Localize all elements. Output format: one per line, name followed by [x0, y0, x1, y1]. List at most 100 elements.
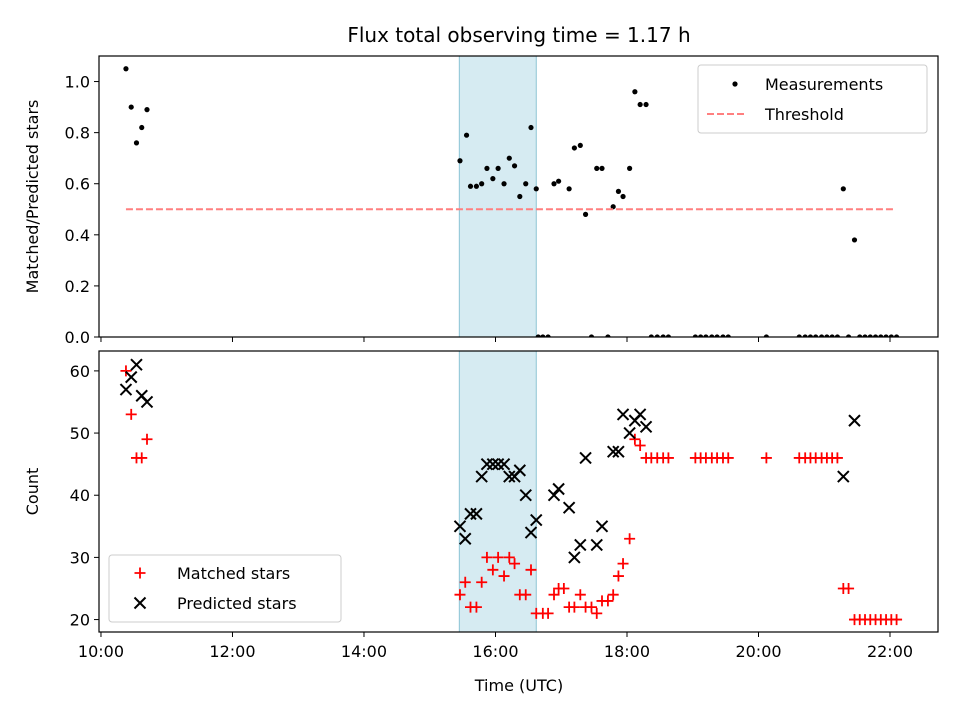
measurements-point	[484, 165, 490, 171]
measurements-point	[893, 334, 900, 337]
measurements-point	[517, 193, 523, 200]
measurements-point	[834, 334, 840, 337]
legend-top: Measurements Threshold	[697, 64, 928, 134]
matched-stars-marker	[624, 533, 636, 545]
predicted-stars-marker	[606, 445, 620, 458]
matched-stars-marker	[612, 570, 624, 582]
matched-stars-marker	[831, 452, 843, 464]
matched-stars-marker	[574, 589, 586, 601]
measurements-point	[867, 334, 873, 337]
measurements-point	[479, 181, 485, 187]
measurements-point	[627, 165, 633, 171]
measurements-point	[692, 334, 698, 337]
measurements-point	[139, 124, 145, 131]
measurements-point	[620, 193, 626, 200]
matched-stars-marker	[617, 558, 629, 570]
x-tick-label: 18:00	[604, 642, 650, 661]
top-plot: 0.0 0.2 0.4 0.6 0.8 1.0 Matched/Predicted star…	[23, 55, 939, 347]
x-tick-label: 16:00	[472, 642, 518, 661]
measurements-point	[883, 334, 889, 337]
predicted-stars-marker	[848, 414, 861, 427]
y-tick-label: 0.8	[65, 124, 90, 143]
measurements-point	[535, 334, 541, 337]
legend-frame	[108, 554, 342, 623]
predicted-stars-marker	[453, 520, 467, 533]
matched-stars-marker	[585, 601, 597, 613]
measurements-point	[566, 186, 572, 192]
x-tick-label: 20:00	[735, 642, 781, 661]
measurements-point	[698, 334, 704, 337]
measurements-point	[490, 176, 496, 182]
x-tick-label: 14:00	[341, 642, 387, 661]
matched-stars-marker	[503, 551, 515, 563]
matched-stars-marker	[568, 601, 580, 613]
measurements-point	[610, 204, 616, 210]
matched-stars-marker	[591, 607, 603, 619]
matched-stars-marker	[476, 576, 488, 588]
measurements-point	[643, 101, 649, 108]
matched-stars-marker	[136, 452, 148, 464]
matched-stars-marker	[481, 551, 493, 563]
measurements-point	[594, 165, 600, 171]
y-axis-label: Count	[23, 468, 42, 516]
chart-title: Flux total observing time = 1.17 h	[347, 23, 690, 47]
bottom-plot: 20 30 40 50 60 10:00 12:00 14:00 16:00 18:00 20:00…	[23, 350, 939, 661]
legend-predicted-label: Predicted stars	[177, 594, 297, 613]
predicted-stars-marker	[470, 507, 483, 521]
predicted-stars-marker	[623, 426, 636, 440]
measurements-point	[144, 107, 150, 113]
measurements-point	[665, 334, 672, 337]
measurements-point	[725, 334, 731, 337]
measurements-point	[632, 89, 638, 95]
y-tick-label: 30	[70, 548, 90, 567]
measurements-point	[648, 334, 654, 337]
predicted-stars-marker	[486, 457, 500, 471]
measurements-point	[840, 186, 846, 192]
matched-stars-marker	[498, 570, 510, 582]
matched-stars-marker	[525, 564, 537, 576]
legend-threshold-label: Threshold	[764, 105, 844, 124]
y-axis-label: Matched/Predicted stars	[23, 100, 42, 294]
predicted-stars-marker	[574, 538, 587, 552]
legend-matched-marker	[134, 567, 146, 579]
matched-stars-marker	[454, 589, 466, 601]
measurements-point	[845, 334, 852, 337]
measurements-point	[813, 334, 819, 337]
matched-stars-marker	[120, 365, 132, 377]
measurements-point	[577, 142, 583, 149]
measurements-point	[807, 334, 814, 337]
measurements-point	[829, 334, 835, 337]
measurements-point	[714, 334, 720, 337]
matched-stars-marker	[843, 582, 855, 594]
predicted-stars-marker	[568, 551, 581, 564]
measurements-point	[528, 124, 534, 131]
legend-measurements-marker	[732, 81, 738, 87]
measurements-point	[457, 158, 463, 164]
y-tick-label: 50	[70, 424, 90, 443]
predicted-stars-marker	[595, 520, 609, 533]
measurements-point	[703, 334, 709, 337]
matched-stars-marker	[558, 582, 570, 594]
measurements-point	[862, 334, 868, 337]
measurements-point	[588, 334, 595, 337]
x-tick-label: 10:00	[78, 642, 124, 661]
predicted-stars-marker	[464, 507, 477, 521]
y-tick-label: 60	[70, 362, 90, 381]
predicted-stars-marker	[140, 395, 154, 409]
legend-predicted-marker	[133, 596, 147, 610]
measurements-point	[501, 181, 507, 187]
predicted-stars-marker	[497, 457, 511, 471]
matched-stars-marker	[629, 433, 641, 445]
measurements-point	[824, 334, 830, 337]
y-tick-label: 1.0	[65, 73, 90, 92]
predicted-stars-marker	[125, 370, 138, 384]
predicted-stars-marker	[552, 482, 565, 496]
y-tick-label: 0.4	[65, 226, 90, 245]
predicted-stars-marker	[524, 526, 538, 539]
x-axis-label: Time (UTC)	[474, 676, 563, 695]
measurements-point	[660, 334, 666, 337]
x-tick-label: 22:00	[867, 642, 913, 661]
measurements-point	[888, 334, 894, 337]
predicted-stars-marker	[513, 464, 527, 477]
measurements-point	[802, 334, 808, 337]
